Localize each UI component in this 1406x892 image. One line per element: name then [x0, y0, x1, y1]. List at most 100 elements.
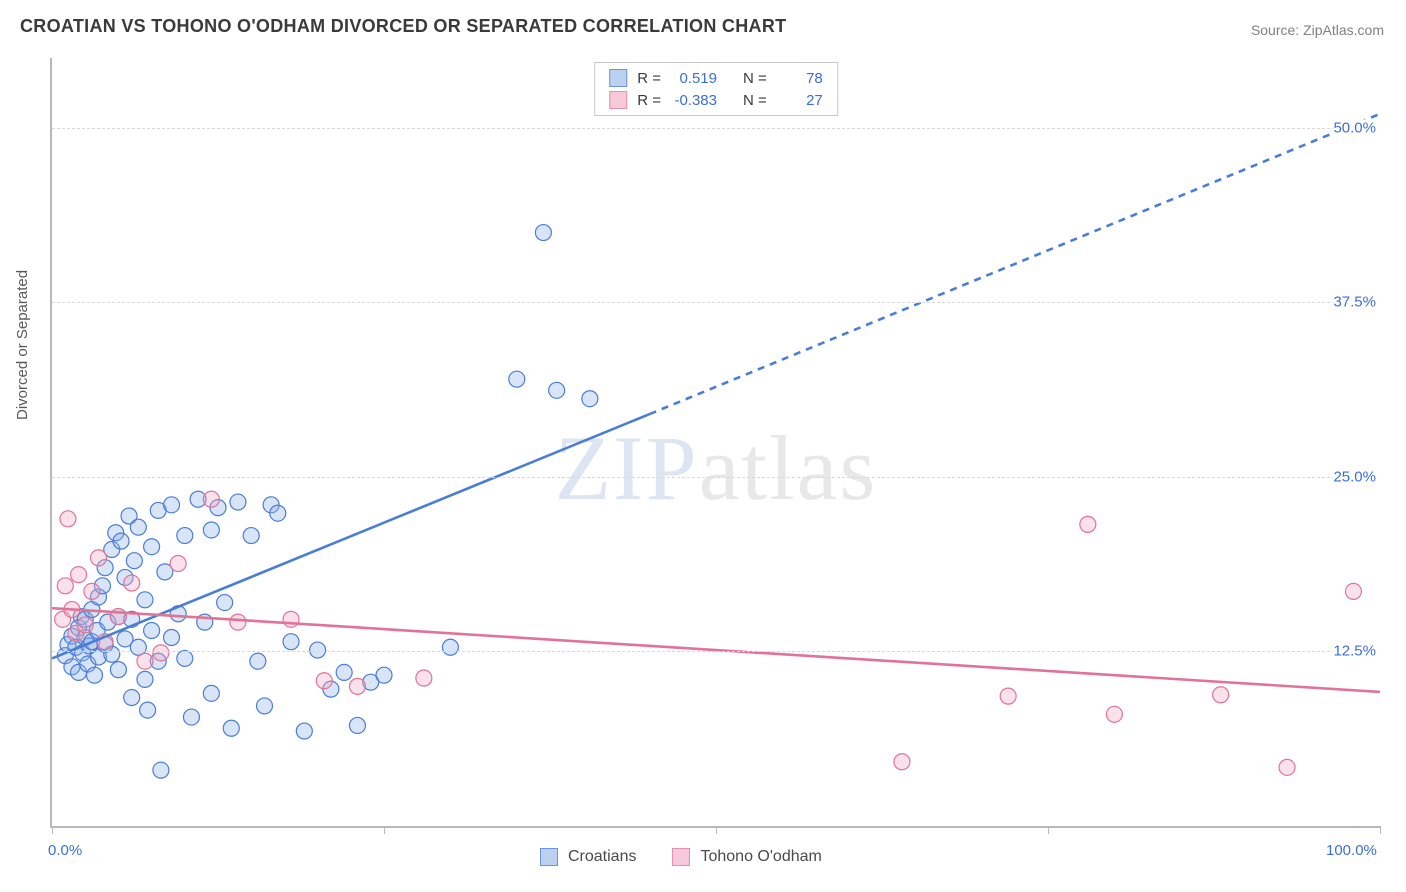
data-point: [283, 611, 299, 627]
series-legend-item: Croatians: [540, 848, 636, 866]
data-point: [549, 382, 565, 398]
data-point: [270, 505, 286, 521]
y-tick-label: 25.0%: [1333, 468, 1382, 485]
x-tick: [384, 826, 385, 834]
legend-swatch: [672, 848, 690, 866]
stats-legend-row: R = 0.519 N = 78: [595, 67, 837, 89]
data-point: [256, 698, 272, 714]
y-tick-label: 37.5%: [1333, 294, 1382, 311]
chart-title: CROATIAN VS TOHONO O'ODHAM DIVORCED OR S…: [20, 16, 786, 37]
data-point: [124, 575, 140, 591]
data-point: [416, 670, 432, 686]
data-point: [442, 639, 458, 655]
trend-line: [650, 114, 1380, 414]
y-tick-label: 50.0%: [1333, 119, 1382, 136]
data-point: [349, 717, 365, 733]
r-label: R =: [637, 70, 661, 87]
legend-swatch: [540, 848, 558, 866]
n-label: N =: [743, 92, 767, 109]
data-point: [153, 645, 169, 661]
data-point: [230, 494, 246, 510]
data-point: [1080, 516, 1096, 532]
data-point: [77, 617, 93, 633]
data-point: [1106, 706, 1122, 722]
series-legend-item: Tohono O'odham: [672, 848, 821, 866]
x-tick: [1048, 826, 1049, 834]
r-value: -0.383: [669, 92, 717, 109]
data-point: [250, 653, 266, 669]
plot-area: ZIPatlas R =0.519N =78R =-0.383N =27 12.…: [50, 58, 1380, 828]
legend-swatch: [609, 69, 627, 87]
data-point: [110, 662, 126, 678]
data-point: [283, 634, 299, 650]
data-point: [126, 553, 142, 569]
data-point: [86, 667, 102, 683]
data-point: [71, 567, 87, 583]
x-tick-label: 0.0%: [48, 842, 82, 859]
legend-swatch: [609, 91, 627, 109]
data-point: [84, 583, 100, 599]
data-point: [137, 653, 153, 669]
data-point: [336, 664, 352, 680]
plot-svg: [52, 58, 1380, 826]
gridline: [52, 302, 1380, 303]
series-label: Tohono O'odham: [700, 848, 821, 866]
data-point: [203, 685, 219, 701]
data-point: [203, 491, 219, 507]
x-tick: [52, 826, 53, 834]
data-point: [57, 578, 73, 594]
data-point: [223, 720, 239, 736]
data-point: [1279, 759, 1295, 775]
data-point: [124, 690, 140, 706]
data-point: [217, 595, 233, 611]
n-label: N =: [743, 70, 767, 87]
series-legend: Croatians Tohono O'odham: [540, 848, 822, 866]
trend-line: [52, 414, 650, 658]
data-point: [230, 614, 246, 630]
gridline: [52, 477, 1380, 478]
data-point: [177, 650, 193, 666]
data-point: [296, 723, 312, 739]
data-point: [60, 511, 76, 527]
data-point: [137, 671, 153, 687]
n-value: 27: [775, 92, 823, 109]
data-point: [203, 522, 219, 538]
data-point: [535, 225, 551, 241]
x-tick-label: 100.0%: [1326, 842, 1377, 859]
data-point: [349, 678, 365, 694]
y-tick-label: 12.5%: [1333, 643, 1382, 660]
data-point: [170, 555, 186, 571]
data-point: [144, 539, 160, 555]
data-point: [310, 642, 326, 658]
data-point: [164, 629, 180, 645]
source-attribution: Source: ZipAtlas.com: [1251, 22, 1384, 38]
data-point: [130, 519, 146, 535]
source-value: ZipAtlas.com: [1303, 22, 1384, 38]
stats-legend: R = 0.519 N = 78 R = -0.383 N = 27: [594, 62, 838, 116]
data-point: [137, 592, 153, 608]
data-point: [164, 497, 180, 513]
data-point: [376, 667, 392, 683]
x-tick: [1380, 826, 1381, 834]
r-value: 0.519: [669, 70, 717, 87]
x-tick: [716, 826, 717, 834]
data-point: [90, 550, 106, 566]
data-point: [144, 623, 160, 639]
correlation-chart: CROATIAN VS TOHONO O'ODHAM DIVORCED OR S…: [0, 0, 1406, 892]
data-point: [177, 528, 193, 544]
data-point: [316, 673, 332, 689]
n-value: 78: [775, 70, 823, 87]
y-axis-label: Divorced or Separated: [14, 270, 31, 420]
trend-line: [52, 608, 1380, 692]
data-point: [1213, 687, 1229, 703]
data-point: [140, 702, 156, 718]
stats-legend-row: R = -0.383 N = 27: [595, 89, 837, 111]
r-label: R =: [637, 92, 661, 109]
data-point: [113, 533, 129, 549]
series-label: Croatians: [568, 848, 636, 866]
gridline: [52, 651, 1380, 652]
data-point: [243, 528, 259, 544]
data-point: [1345, 583, 1361, 599]
data-point: [183, 709, 199, 725]
source-label: Source:: [1251, 22, 1299, 38]
